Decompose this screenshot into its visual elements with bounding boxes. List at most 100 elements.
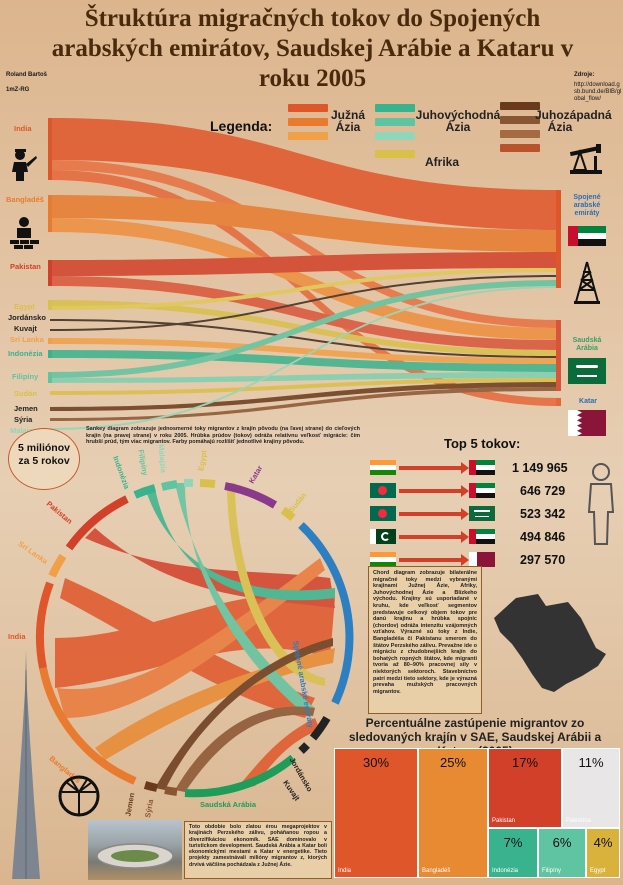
palm-island-icon <box>58 775 100 817</box>
treemap-cell-india: 30% India <box>334 748 418 878</box>
flow-bangladesh-saudi <box>50 218 560 340</box>
bricklayer-icon <box>10 217 39 249</box>
legend-label-south-asia: Južná Ázia <box>331 108 366 134</box>
treemap-name-egypt: Egypt <box>590 868 606 874</box>
worker-icon <box>12 149 37 181</box>
qatar-flag-icon <box>469 552 495 567</box>
treemap-name-india: India <box>338 868 352 874</box>
chord-label-syria: Sýria <box>143 798 156 819</box>
top5-value-4: 494 846 <box>520 530 566 544</box>
flow-philippines-uae <box>50 280 560 378</box>
bangladesh-flag-icon <box>370 506 396 521</box>
origin-label-pakistan: Pakistan <box>10 262 41 271</box>
top5-flows <box>365 458 505 570</box>
legend-swatch-sw-asia-4 <box>500 144 540 152</box>
treemap-cell-philippines: 6% Filipíny <box>538 828 586 878</box>
middle-east-map-icon <box>494 594 606 692</box>
treemap-name-philippines: Filipíny <box>542 868 562 874</box>
treemap-chart: 30% India 25% Bangladéš 17% Pakistan 11%… <box>334 748 620 878</box>
treemap-pct-palestine: 11% <box>578 755 604 770</box>
legend-swatch-south-asia-1 <box>288 104 328 112</box>
flow-india-saudi <box>50 160 560 328</box>
oil-derrick-icon <box>574 261 600 304</box>
page-title: Štruktúra migračných tokov do Spojených … <box>51 5 574 92</box>
legend-swatch-sw-asia-1 <box>500 102 540 110</box>
origin-label-indonesia: Indonézia <box>8 349 43 358</box>
top5-value-5: 297 570 <box>520 553 566 567</box>
chord-label-india: India <box>8 632 26 641</box>
legend-label-se-asia: Juhovýchodná Ázia <box>415 108 501 134</box>
sankey-flows <box>50 118 560 430</box>
origin-label-malaysia: Malajzia <box>10 426 39 435</box>
flow-kuwait <box>50 275 560 331</box>
treemap-pct-philippines: 6% <box>552 835 572 850</box>
origin-label-india: India <box>14 124 32 133</box>
india-flag-icon <box>370 460 396 475</box>
dest-bar-qatar <box>556 398 561 406</box>
chord-label-malaysia: Malajzia <box>156 443 169 474</box>
qatar-flag-icon <box>568 410 606 436</box>
saudi-flag-icon <box>568 358 606 384</box>
chord-badge: 5 miliónov za 5 rokov <box>8 428 80 490</box>
chord-arcs <box>36 478 354 798</box>
treemap-pct-india: 30% <box>362 755 390 770</box>
legend-swatch-south-asia-2 <box>288 118 328 126</box>
flow-pakistan-uae <box>50 252 560 276</box>
person-icon <box>587 463 615 545</box>
chord-links <box>55 483 335 792</box>
origin-label-syria: Sýria <box>14 415 33 424</box>
dest-label-qatar: Katar <box>579 398 597 405</box>
origin-label-jordan: Jordánsko <box>8 313 46 322</box>
chord-description: Chord diagram zobrazuje bilaterálne migr… <box>373 570 477 695</box>
bottom-text: Toto obdobie bolo zlatou érou megaprojek… <box>189 824 327 868</box>
treemap-cell-egypt: 4% Egypt <box>586 828 620 878</box>
flow-india-uae <box>50 118 560 230</box>
origin-label-philippines: Filipíny <box>12 372 39 381</box>
source-link[interactable]: http://download.gsb.bund.de/BIB/global_f… <box>574 82 622 102</box>
sankey-description: Sankey diagram zobrazuje jednosmerné tok… <box>86 426 360 446</box>
legend-swatch-south-asia-3 <box>288 132 328 140</box>
chord-label-saudi: Saudská Arábia <box>200 800 256 809</box>
uae-flag-icon <box>568 226 606 246</box>
legend-swatch-sw-asia-3 <box>500 130 540 138</box>
sankey-diagram <box>48 118 561 430</box>
chord-label-egypt: Egypt <box>196 449 209 472</box>
legend-swatch-se-asia-2 <box>375 118 415 126</box>
origin-label-egypt: Egypt <box>14 302 35 311</box>
legend-swatch-se-asia-3 <box>375 132 415 140</box>
treemap-cell-indonesia: 7% Indonézia <box>488 828 538 878</box>
top5-value-2: 646 729 <box>520 484 566 498</box>
top5-title: Top 5 tokov: <box>444 436 521 451</box>
legend-swatch-sw-asia-2 <box>500 116 540 124</box>
treemap-name-palestine: Palestína <box>566 818 592 824</box>
chord-description-box: Chord diagram zobrazuje bilaterálne migr… <box>368 566 482 714</box>
treemap-pct-egypt: 4% <box>593 835 613 850</box>
flow-syria <box>50 387 560 421</box>
oil-pump-icon <box>569 144 602 174</box>
flow-egypt-uae <box>50 268 560 310</box>
treemap-pct-bangladesh: 25% <box>439 755 467 770</box>
chord-diagram <box>36 478 354 798</box>
uae-flag-icon <box>469 483 495 498</box>
pakistan-flag-icon <box>370 529 396 544</box>
author-name: Roland Bartoš <box>6 72 48 78</box>
treemap-name-indonesia: Indonézia <box>492 868 519 874</box>
source-label: Zdroje: <box>574 72 595 78</box>
uae-flag-icon <box>469 529 495 544</box>
india-flag-icon <box>370 552 396 567</box>
top5-value-3: 523 342 <box>520 507 566 521</box>
top5-value-1: 1 149 965 <box>512 461 568 475</box>
sankey-origin-bars <box>48 118 52 383</box>
saudi-flag-icon <box>469 506 495 521</box>
bottom-text-box: Toto obdobie bolo zlatou érou megaprojek… <box>184 821 332 879</box>
uae-flag-icon <box>469 460 495 475</box>
treemap-pct-indonesia: 7% <box>503 835 523 850</box>
flow-yemen <box>50 382 560 411</box>
treemap-cell-bangladesh: 25% Bangladéš <box>418 748 488 878</box>
legend-label-africa: Afrika <box>425 155 460 169</box>
flow-indonesia <box>50 350 560 372</box>
burj-khalifa-icon <box>12 650 40 879</box>
dest-label-uae: Spojené arabské emiráty <box>573 194 601 217</box>
bangladesh-flag-icon <box>370 483 396 498</box>
author-group: 1mZ-RG <box>6 87 30 93</box>
